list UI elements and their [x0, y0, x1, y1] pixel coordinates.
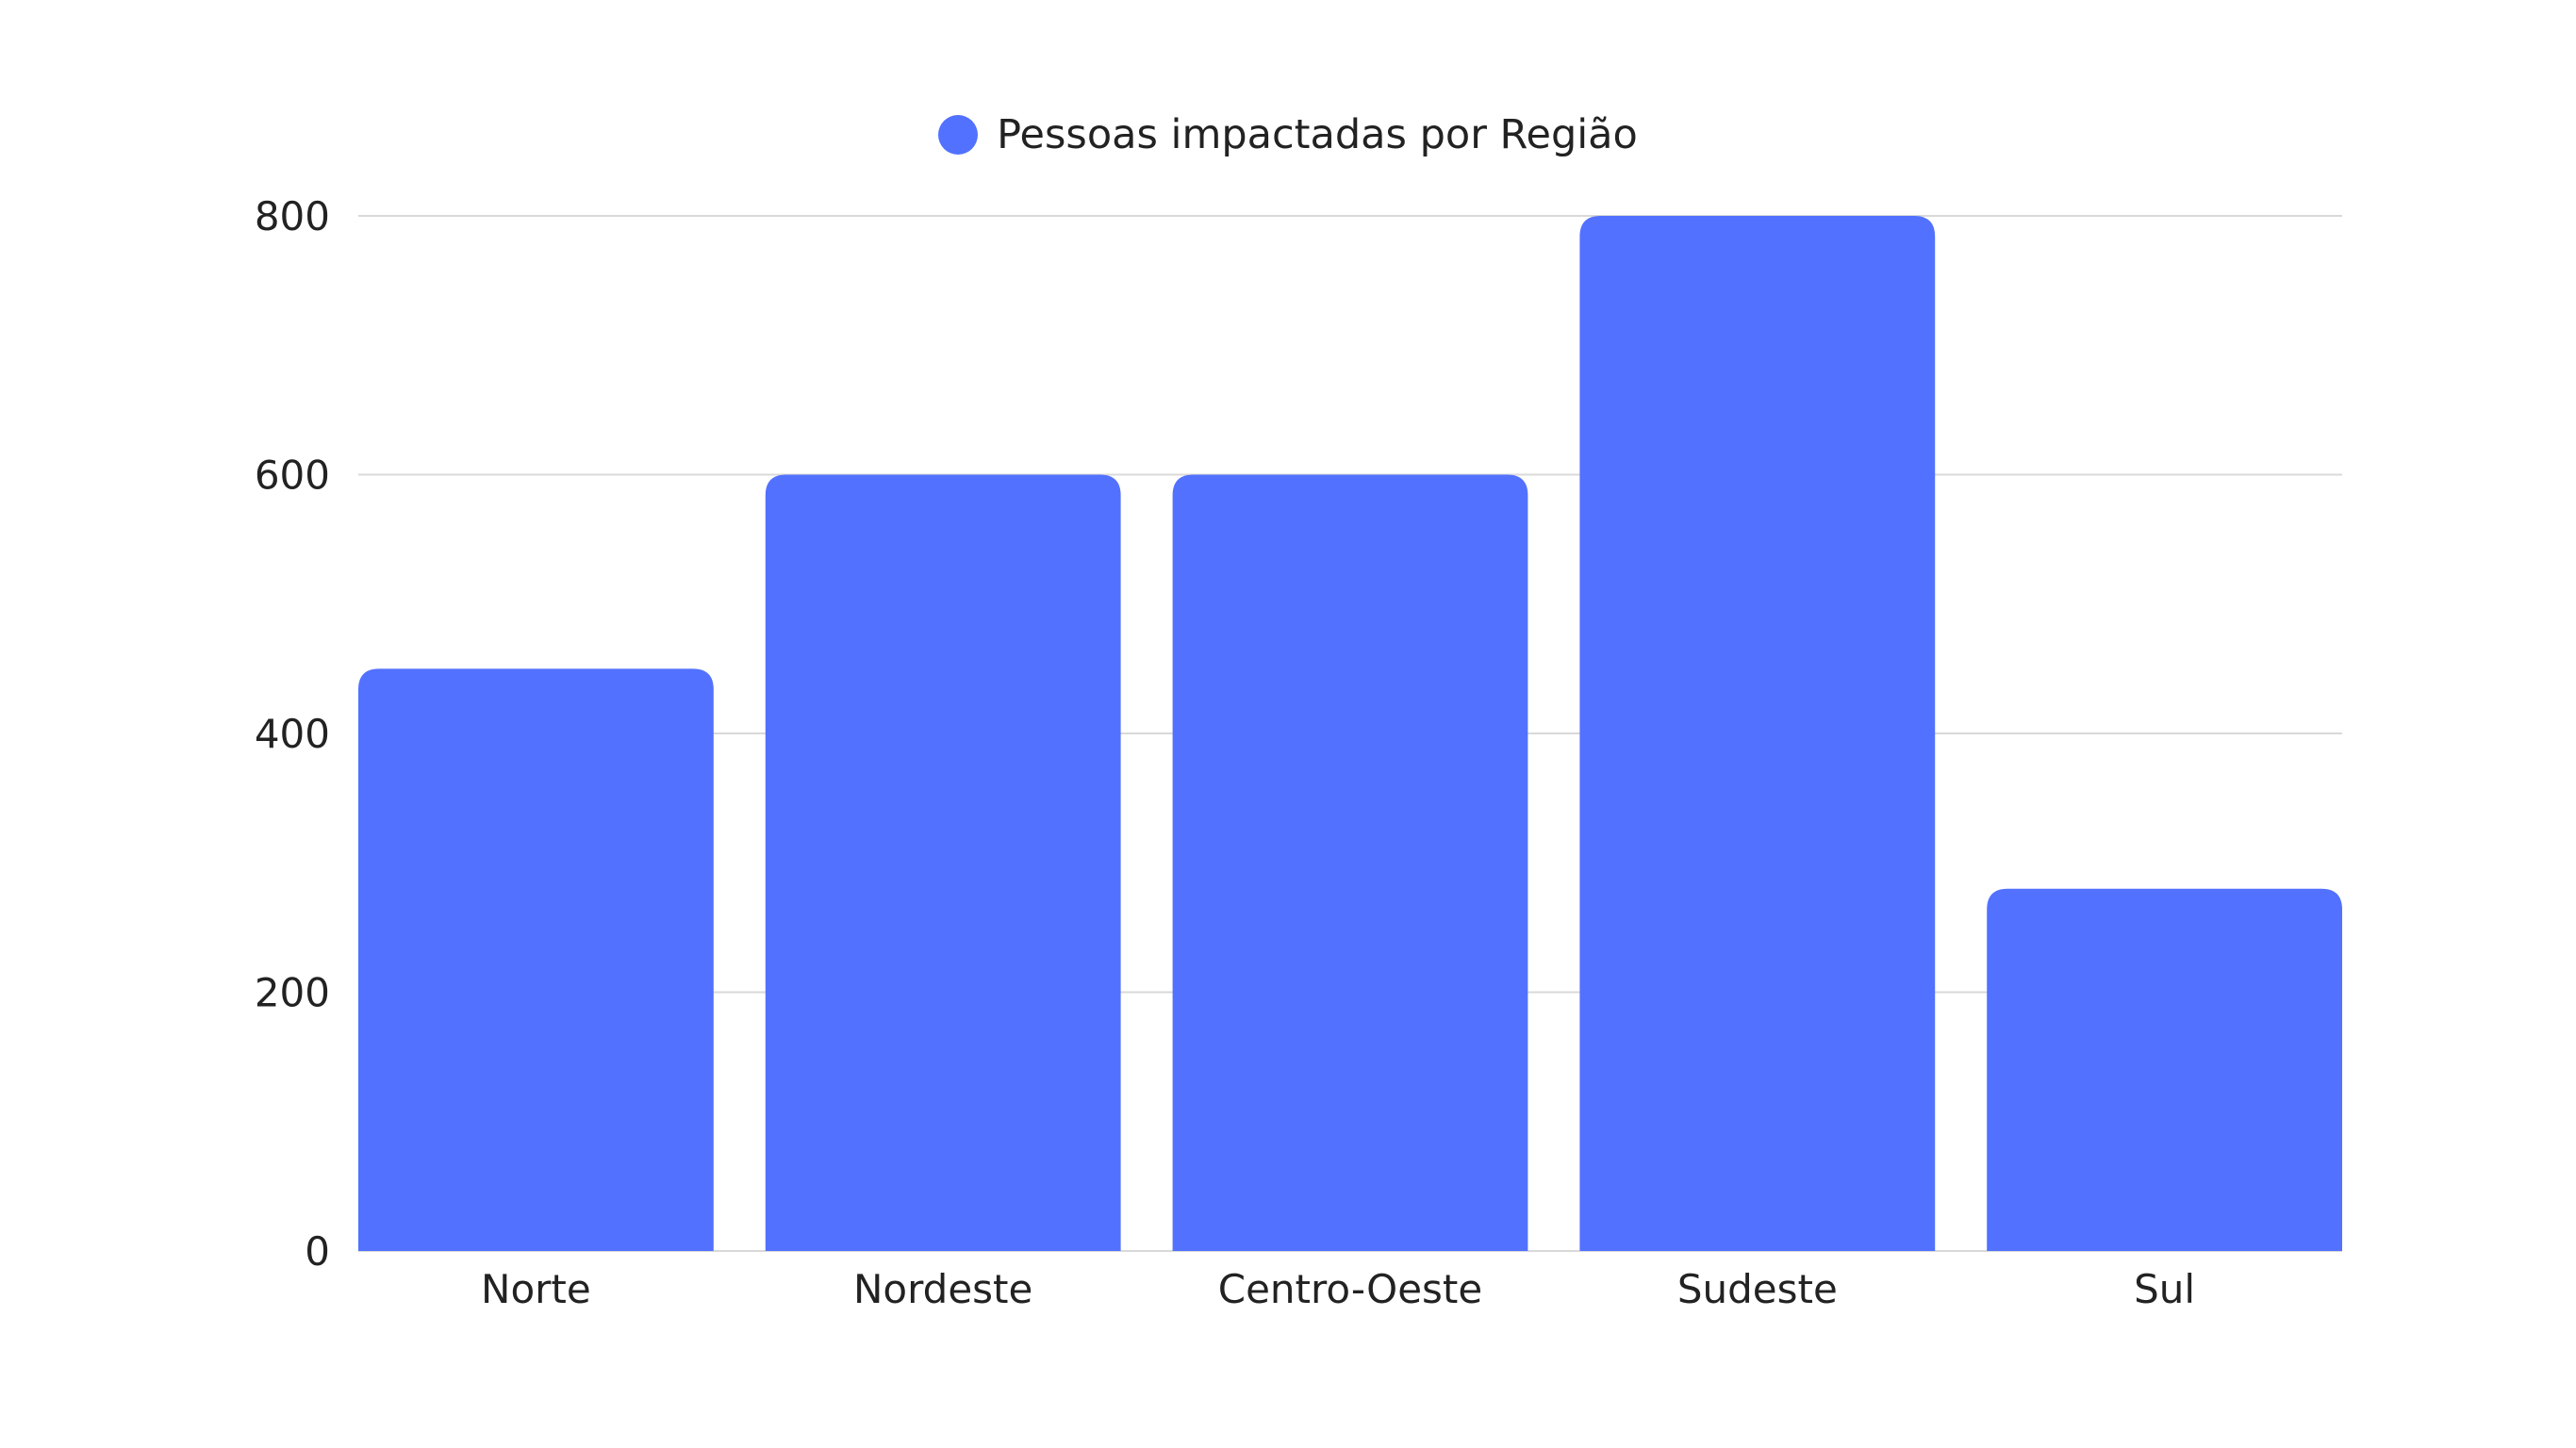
bar-sul: [1987, 888, 2342, 1251]
legend-label: Pessoas impactadas por Região: [997, 111, 1638, 158]
y-tick-label: 200: [255, 970, 330, 1016]
y-tick-label: 400: [255, 711, 330, 757]
x-tick-label: Centro-Oeste: [1218, 1266, 1483, 1312]
x-tick-label: Norte: [481, 1266, 591, 1312]
x-tick-label: Sudeste: [1677, 1266, 1838, 1312]
x-tick-label: Nordeste: [853, 1266, 1032, 1312]
x-axis-ticks: Norte Nordeste Centro-Oeste Sudeste Sul: [481, 1266, 2195, 1312]
y-tick-label: 600: [255, 452, 330, 499]
legend-swatch: [938, 115, 979, 155]
y-axis-ticks: 0 200 400 600 800: [255, 193, 330, 1275]
y-tick-label: 800: [255, 193, 330, 239]
bar-sudeste: [1579, 216, 1936, 1251]
bar-centro-oeste: [1172, 474, 1528, 1251]
bar-nordeste: [765, 474, 1121, 1251]
bars: [358, 216, 2342, 1251]
bar-norte: [358, 668, 714, 1251]
x-tick-label: Sul: [2134, 1266, 2195, 1312]
y-tick-label: 0: [305, 1228, 330, 1275]
legend: Pessoas impactadas por Região: [0, 111, 2576, 158]
